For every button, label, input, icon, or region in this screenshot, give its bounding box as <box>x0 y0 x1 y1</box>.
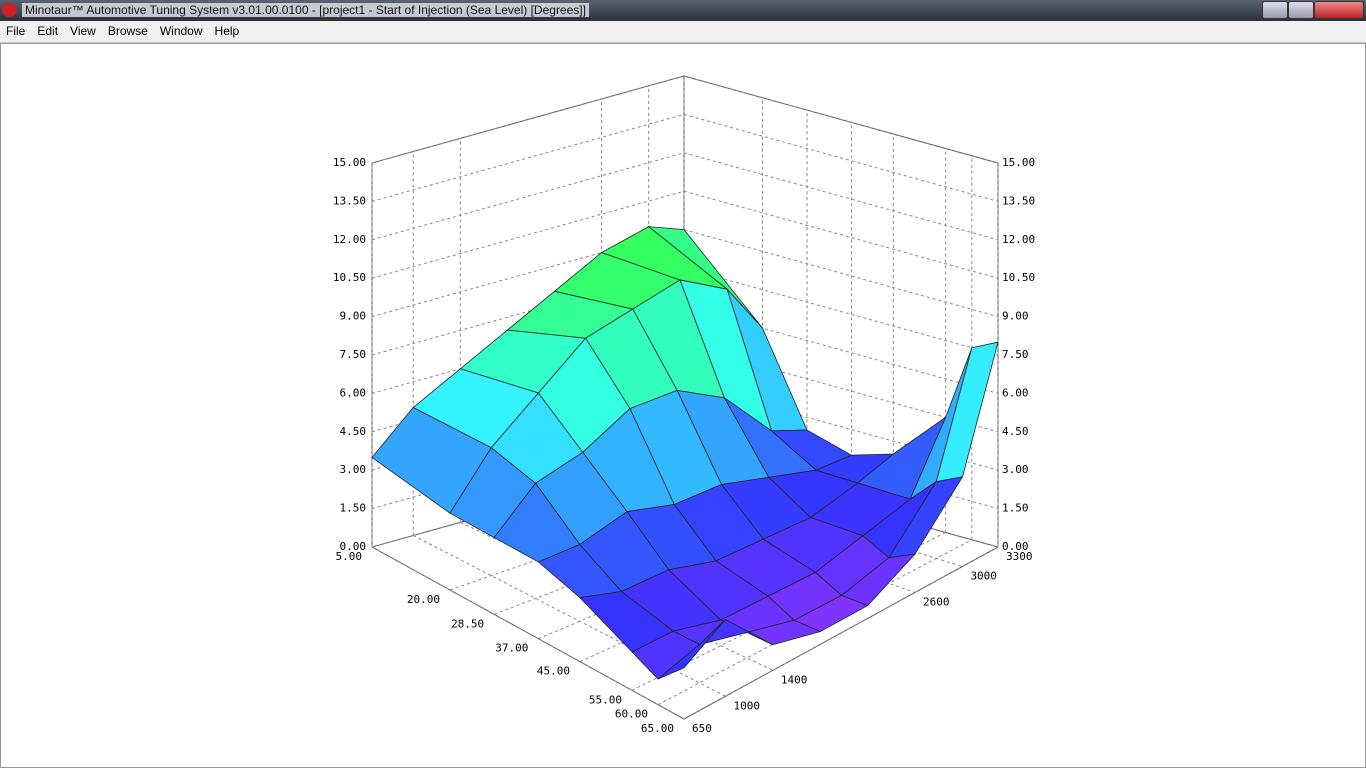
z-tick-label: 3.00 <box>340 463 367 476</box>
z-tick-label: 6.00 <box>1002 386 1029 399</box>
maximize-button[interactable] <box>1288 1 1314 19</box>
grid-line <box>683 113 999 202</box>
z-tick-label: 0.00 <box>1002 540 1029 553</box>
close-button[interactable] <box>1314 1 1364 19</box>
x-tick-label: 20.00 <box>407 593 440 606</box>
z-tick-label: 10.50 <box>1002 271 1035 284</box>
z-tick-label: 3.00 <box>1002 463 1029 476</box>
y-tick-label: 2600 <box>923 595 950 608</box>
grid-line <box>371 113 685 202</box>
wall-edge <box>371 75 685 164</box>
z-tick-label: 7.50 <box>1002 348 1029 361</box>
menu-item[interactable]: Browse <box>107 24 148 38</box>
z-tick-label: 13.50 <box>333 194 366 207</box>
z-tick-label: 1.50 <box>340 502 367 515</box>
floor-edge <box>683 546 999 720</box>
plot-area: 0.00 0.00 1.50 1.50 3.00 3.00 4.50 4.50 6.00 6.00… <box>0 43 1366 768</box>
grid-line <box>657 539 973 706</box>
title-bar: Minotaur™ Automotive Tuning System v3.01… <box>0 0 1366 21</box>
x-tick-label: 45.00 <box>537 665 570 678</box>
grid-line <box>494 493 808 615</box>
minimize-button[interactable] <box>1262 1 1288 19</box>
menu-item[interactable]: Edit <box>37 24 59 38</box>
menu-item[interactable]: Help <box>214 24 240 38</box>
grid-line <box>460 521 774 671</box>
y-tick-label: 1400 <box>781 673 808 686</box>
x-tick-label: 55.00 <box>589 693 622 706</box>
z-tick-label: 7.50 <box>340 348 367 361</box>
y-tick-label: 3000 <box>970 569 997 582</box>
grid-line <box>449 481 763 591</box>
menu-item[interactable]: View <box>70 24 96 38</box>
menu-item[interactable]: File <box>6 24 26 38</box>
grid-line <box>683 75 999 164</box>
grid-line <box>371 152 685 241</box>
grid-line <box>683 152 999 241</box>
z-tick-label: 10.50 <box>333 271 366 284</box>
x-tick-label: 37.00 <box>495 642 528 655</box>
menu-bar: File Edit View Browse Window Help <box>0 21 1366 43</box>
app-icon <box>2 3 17 17</box>
y-tick-label: 3300 <box>1006 550 1033 563</box>
z-tick-label: 9.00 <box>340 310 367 323</box>
z-tick-label: 12.00 <box>333 233 366 246</box>
z-tick-label: 13.50 <box>1002 194 1035 207</box>
grid-line <box>683 190 999 279</box>
surface-chart: 0.00 0.00 1.50 1.50 3.00 3.00 4.50 4.50 6.00 6.00… <box>333 75 1035 735</box>
z-tick-label: 15.00 <box>333 156 366 169</box>
x-tick-label: 28.50 <box>451 617 484 630</box>
z-tick-label: 4.50 <box>340 425 367 438</box>
y-tick-label: 650 <box>692 722 712 735</box>
surface-patch <box>657 619 726 680</box>
grid-line <box>412 535 726 697</box>
z-tick-label: 1.50 <box>1002 502 1029 515</box>
menu-item[interactable]: Window <box>159 24 203 38</box>
z-tick-label: 9.00 <box>1002 310 1029 323</box>
y-tick-label: 1000 <box>733 699 760 712</box>
z-tick-label: 6.00 <box>340 386 367 399</box>
window-title: Minotaur™ Automotive Tuning System v3.01… <box>22 3 589 17</box>
z-tick-label: 0.00 <box>340 540 367 553</box>
x-tick-label: 5.00 <box>336 550 363 563</box>
z-tick-label: 15.00 <box>1002 156 1035 169</box>
grid-line <box>371 546 685 720</box>
z-tick-label: 12.00 <box>1002 233 1035 246</box>
z-tick-label: 4.50 <box>1002 425 1029 438</box>
x-tick-label: 65.00 <box>641 722 674 735</box>
x-tick-label: 60.00 <box>615 708 648 721</box>
